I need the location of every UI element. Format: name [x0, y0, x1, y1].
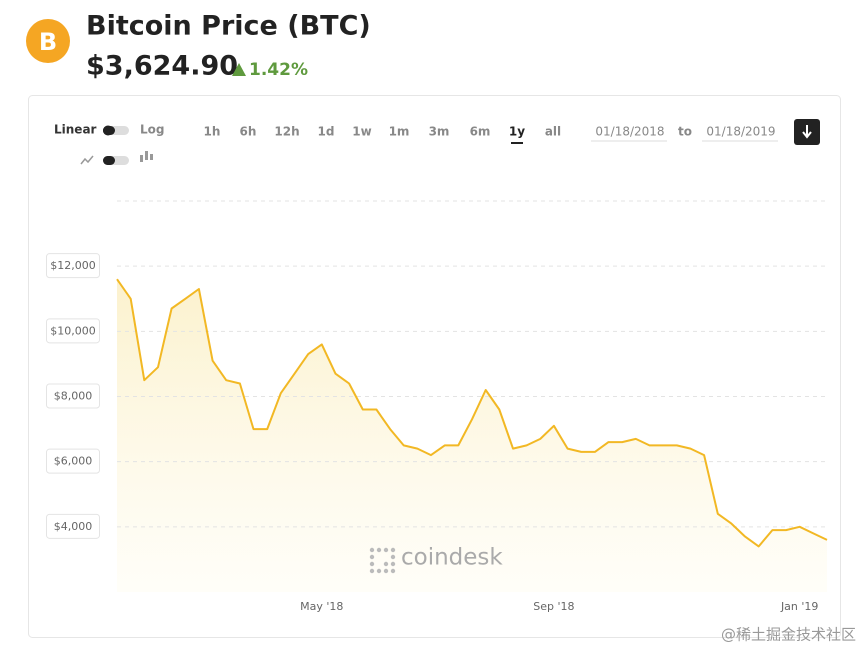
y-tick-box: [46, 513, 100, 539]
watermark: coindesk: [401, 545, 503, 571]
date-from[interactable]: 01/18/2018: [595, 125, 664, 139]
date-sep: to: [678, 125, 692, 139]
y-tick-label: $8,000: [54, 390, 93, 403]
range-button[interactable]: 1y: [509, 125, 525, 139]
up-arrow: [232, 63, 246, 76]
range-button[interactable]: 6m: [470, 125, 491, 139]
candle-icon[interactable]: [140, 151, 153, 162]
y-tick-box: [46, 318, 100, 344]
toggle-fill: [103, 126, 115, 135]
card: [28, 95, 841, 638]
range-button[interactable]: 1m: [389, 125, 410, 139]
range-button[interactable]: 1w: [352, 125, 371, 139]
area: [117, 279, 827, 592]
range-button[interactable]: all: [545, 125, 561, 139]
x-tick-label: May '18: [300, 600, 343, 613]
range-button[interactable]: 3m: [429, 125, 450, 139]
range-button[interactable]: 6h: [240, 125, 257, 139]
toggle-fill: [103, 156, 115, 165]
y-tick-label: $10,000: [50, 324, 96, 337]
range-button[interactable]: 12h: [274, 125, 299, 139]
y-tick-box: [46, 448, 100, 474]
watermark-icon: [369, 547, 396, 574]
date-to[interactable]: 01/18/2019: [706, 125, 775, 139]
logo: [26, 19, 70, 63]
y-tick-label: $12,000: [50, 259, 96, 272]
range-button[interactable]: 1h: [204, 125, 221, 139]
title: Bitcoin Price (BTC): [86, 11, 371, 42]
linear-label[interactable]: Linear: [54, 123, 97, 137]
log-label[interactable]: Log: [140, 123, 164, 137]
change: 1.42%: [249, 60, 308, 80]
range-button[interactable]: 1d: [318, 125, 335, 139]
y-tick-label: $4,000: [54, 520, 93, 533]
x-tick-label: Sep '18: [533, 600, 574, 613]
footer-watermark: @稀土掘金技术社区: [721, 626, 856, 644]
y-tick-box: [46, 383, 100, 409]
line-icon[interactable]: [80, 155, 94, 165]
download-icon: [802, 125, 812, 139]
y-tick-box: [46, 253, 100, 279]
price: $3,624.90: [86, 51, 238, 82]
logo-letter: B: [39, 28, 57, 56]
y-tick-label: $6,000: [54, 455, 93, 468]
x-tick-label: Jan '19: [780, 600, 818, 613]
price-line: [116, 278, 828, 548]
